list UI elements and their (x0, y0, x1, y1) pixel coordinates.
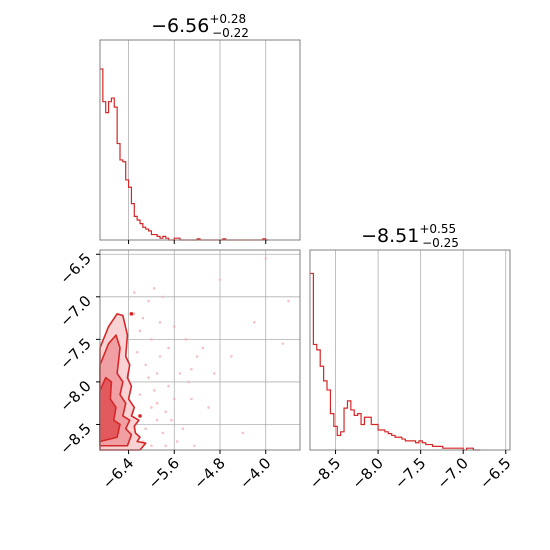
scatter-point (155, 372, 159, 375)
scatter-point (281, 342, 285, 345)
top-histogram-grid (128, 40, 267, 240)
joint-y-tick-label: −6.5 (56, 249, 94, 287)
scatter-point (138, 393, 142, 396)
scatter-point (138, 329, 142, 333)
joint-x-tick-label: −6.4 (99, 454, 137, 492)
scatter-point (172, 397, 176, 401)
scatter-point (164, 444, 168, 448)
top-histogram-bars (100, 68, 269, 241)
scatter-point (178, 372, 182, 375)
right-histogram-ticks: −8.5 −8.0 −7.5 −7.0 −6.5 (306, 450, 515, 493)
joint-x-ticks: −6.4 −5.6 −4.8 −4.0 (99, 450, 275, 493)
right-histogram-grid (335, 250, 507, 450)
scatter-point (150, 338, 153, 341)
right-histogram-step (310, 272, 481, 451)
panel-right-histogram: −8.51+0.55 −0.25 −8.5 −8.0 −7.5 −7.0 −6.5 (306, 222, 515, 493)
joint-y-tick-label: −7.0 (56, 292, 94, 330)
scatter-point (264, 257, 268, 260)
scatter-point (152, 389, 156, 392)
scatter-point (147, 299, 150, 303)
joint-x-tick-label: −4.8 (190, 454, 228, 492)
scatter-point (164, 410, 168, 414)
top-histogram-ticks (128, 240, 267, 244)
joint-x-tick-label: −5.6 (145, 454, 183, 492)
joint-scatter-points (130, 257, 290, 448)
scatter-point (161, 431, 165, 435)
joint-x-tick-label: −4.0 (236, 454, 274, 492)
scatter-point (170, 418, 173, 422)
scatter-point (241, 431, 245, 435)
joint-y-tick-label: −7.5 (56, 334, 94, 372)
scatter-point (287, 299, 290, 303)
scatter-point (181, 427, 185, 431)
scatter-point (158, 321, 162, 324)
contour-inner (99, 376, 121, 443)
scatter-point (187, 380, 190, 384)
right-x-tick-label: −6.5 (476, 454, 514, 492)
right-histogram-bars (310, 272, 481, 451)
top-histogram-step (100, 68, 269, 241)
joint-y-ticks: −6.5 −7.0 −7.5 −8.0 −8.5 (56, 249, 100, 458)
scatter-point (201, 346, 205, 350)
right-x-tick-label: −8.5 (306, 454, 344, 492)
right-histogram-title: −8.51+0.55 −0.25 (361, 222, 459, 250)
contour-point (129, 312, 134, 316)
scatter-point (192, 444, 196, 448)
scatter-point (144, 363, 148, 367)
scatter-point (252, 321, 256, 324)
scatter-point (167, 346, 170, 350)
scatter-point (132, 291, 136, 294)
panel-joint-scatter: −6.4 −5.6 −4.8 −4.0 −6.5 −7.0 −7.5 −8.0 −8.5 (56, 249, 301, 493)
scatter-point (152, 286, 156, 290)
scatter-point (175, 440, 179, 443)
scatter-point (207, 406, 210, 409)
joint-contours (99, 312, 147, 451)
scatter-point (212, 372, 216, 375)
scatter-point (135, 350, 139, 354)
right-x-tick-label: −8.0 (348, 454, 386, 492)
scatter-point (144, 427, 148, 431)
scatter-point (184, 338, 188, 341)
scatter-point (195, 355, 199, 358)
scatter-point (155, 401, 159, 405)
scatter-point (150, 444, 153, 448)
joint-grid (100, 250, 300, 450)
scatter-point (190, 397, 193, 401)
top-histogram-title: −6.56+0.28 −0.22 (151, 12, 249, 40)
scatter-point (155, 418, 159, 422)
scatter-point (158, 355, 162, 358)
joint-y-tick-label: −8.5 (56, 420, 94, 458)
joint-y-tick-label: −8.0 (56, 377, 94, 415)
scatter-point (167, 384, 170, 388)
scatter-point (230, 355, 233, 358)
panel-top-histogram: −6.56+0.28 −0.22 (99, 12, 301, 244)
right-histogram-frame (309, 249, 511, 451)
scatter-point (218, 278, 222, 282)
joint-frame (99, 249, 301, 451)
top-histogram-frame (99, 39, 301, 241)
contour-point (138, 414, 142, 418)
scatter-point (132, 312, 136, 316)
scatter-point (161, 295, 165, 299)
scatter-point (172, 325, 176, 328)
scatter-point (147, 376, 150, 379)
scatter-point (150, 406, 153, 409)
scatter-point (141, 316, 145, 320)
right-x-tick-label: −7.5 (391, 454, 429, 492)
scatter-point (190, 367, 193, 371)
right-x-tick-label: −7.0 (434, 454, 472, 492)
